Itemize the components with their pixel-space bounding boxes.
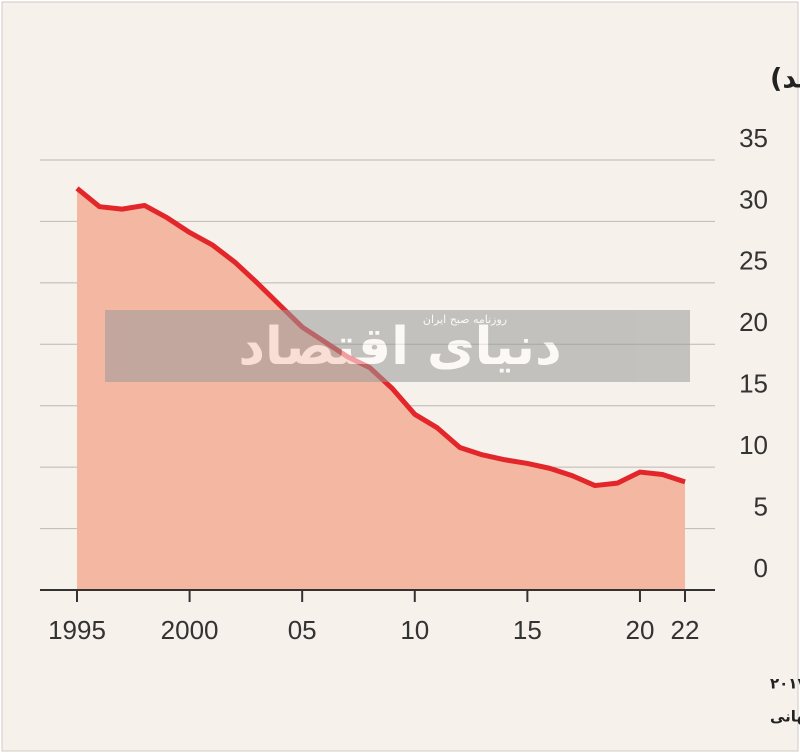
- y-tick-label: 30: [739, 184, 768, 214]
- x-tick-label: 20: [626, 615, 655, 645]
- watermark-band: [105, 310, 690, 382]
- watermark: دنیای اقتصاد روزنامه صبح ایران: [105, 310, 690, 382]
- y-tick-label: 0: [754, 553, 768, 583]
- note: زندگی با کمتر از ۲/۱۵ دلار در روز با توج…: [770, 675, 800, 693]
- y-tick-label: 25: [739, 246, 768, 276]
- x-tick-label: 15: [513, 615, 542, 645]
- watermark-title: دنیای اقتصاد: [238, 317, 561, 377]
- y-tick-label: 10: [739, 430, 768, 460]
- y-tick-label: 5: [754, 491, 768, 521]
- x-tick-label: 22: [671, 615, 700, 645]
- area-fill: [77, 188, 685, 590]
- source: منبع: بانک جهانی: [770, 708, 800, 726]
- y-tick-label: 15: [739, 369, 768, 399]
- x-tick-label: 2000: [161, 615, 219, 645]
- x-tick-label: 05: [288, 615, 317, 645]
- watermark-subtitle: روزنامه صبح ایران: [423, 313, 507, 326]
- y-tick-label: 20: [739, 307, 768, 337]
- y-tick-label: 35: [739, 123, 768, 153]
- chart-title: جمعیت افرادی که در فقر مطلق زندگی می‌کنن…: [770, 63, 800, 95]
- x-tick-label: 1995: [48, 615, 106, 645]
- x-tick-label: 10: [400, 615, 429, 645]
